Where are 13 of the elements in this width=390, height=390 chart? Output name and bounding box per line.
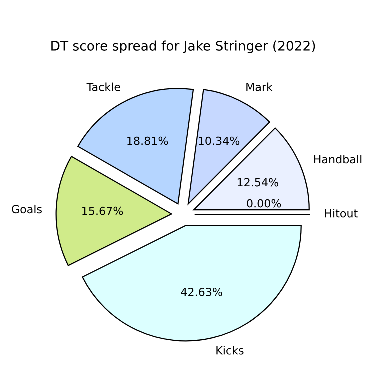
slice-label: Handball: [314, 155, 362, 164]
slice-label: Mark: [246, 82, 273, 92]
data-label: 18.81%: [128, 136, 168, 146]
slice-label: Goals: [12, 204, 42, 214]
slice-label: Tackle: [86, 82, 120, 92]
text: 0.00%: [247, 199, 282, 208]
data-label: 42.63%: [181, 288, 222, 296]
slice-label: Kicks: [216, 346, 244, 355]
data-label: 12.54%: [238, 178, 278, 187]
chart-title: DT score spread for Jake Stringer (2022): [52, 40, 316, 54]
data-label: 10.34%: [199, 136, 240, 146]
category-label: Hitout: [325, 209, 358, 218]
data-label: 15.67%: [82, 206, 124, 216]
